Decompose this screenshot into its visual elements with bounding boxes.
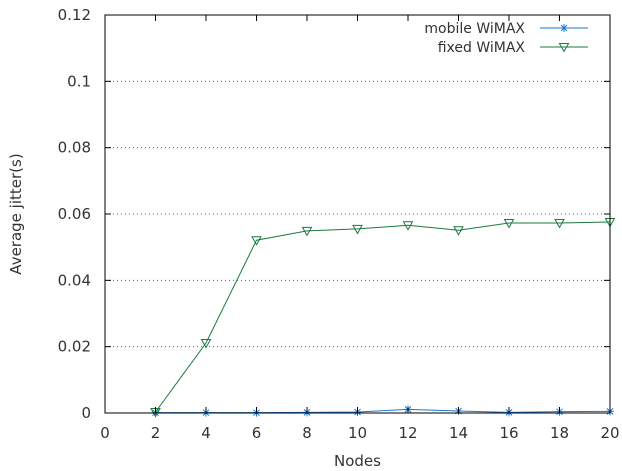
x-tick-label: 14	[449, 424, 468, 442]
data-point	[402, 221, 414, 231]
data-point	[554, 218, 565, 229]
x-tick-label: 10	[348, 424, 367, 442]
y-tick-label: 0.12	[58, 6, 91, 24]
grid-lines	[105, 80, 610, 348]
legend-marker	[560, 24, 568, 32]
legend: mobile WiMAX fixed WiMAX	[424, 21, 588, 56]
x-tick-label: 0	[100, 424, 110, 442]
legend-label: fixed WiMAX	[438, 40, 526, 56]
x-tick-label: 12	[398, 424, 417, 442]
series-line	[155, 221, 611, 413]
series-line	[155, 408, 611, 414]
legend-marker	[558, 43, 570, 53]
y-tick-label: 0.08	[58, 139, 91, 157]
x-tick-label: 2	[151, 424, 161, 442]
tick-labels: 0 0.02 0.04 0.06 0.08 0.1 0.12 0 2 4 6 8 10 12 14 16 18 2…	[58, 6, 620, 442]
x-tick-label: 4	[201, 424, 211, 442]
x-tick-label: 16	[499, 424, 518, 442]
y-tick-label: 0.02	[58, 338, 91, 356]
series-mobile-wimax	[151, 405, 614, 417]
series-layer	[150, 217, 616, 418]
x-tick-label: 18	[550, 424, 569, 442]
y-tick-label: 0.1	[67, 72, 91, 90]
data-point	[503, 218, 515, 229]
y-axis-title: Average jitter(s)	[7, 153, 25, 274]
data-point	[352, 224, 363, 235]
series-fixed-wimax	[150, 217, 616, 418]
x-axis-title: Nodes	[334, 452, 381, 470]
y-tick-label: 0	[81, 404, 91, 422]
data-point	[200, 339, 212, 349]
marker-stroke	[560, 24, 568, 32]
data-point	[301, 226, 313, 237]
legend-label: mobile WiMAX	[424, 21, 525, 37]
axis-ticks	[104, 14, 611, 414]
x-tick-label: 20	[600, 424, 619, 442]
data-point	[453, 226, 464, 236]
x-tick-label: 6	[252, 424, 262, 442]
y-tick-label: 0.04	[58, 271, 91, 289]
data-point	[251, 236, 262, 246]
x-tick-label: 8	[302, 424, 312, 442]
y-tick-label: 0.06	[58, 205, 91, 223]
